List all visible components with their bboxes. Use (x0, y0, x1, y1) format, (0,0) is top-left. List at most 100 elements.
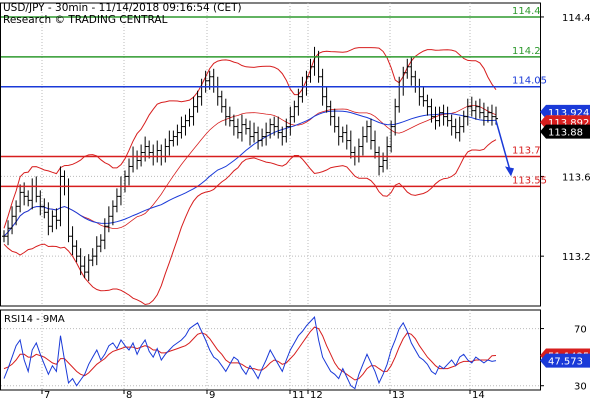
level-label: 113.55 (512, 175, 547, 186)
price-bar (34, 176, 39, 203)
price-bar (272, 116, 277, 136)
price-bar (26, 190, 31, 207)
price-bar (58, 166, 63, 227)
rsi-value-tag-shape (540, 353, 590, 368)
price-bar (252, 122, 257, 143)
price-bar (344, 124, 349, 150)
price-bar (308, 58, 313, 83)
price-bar (441, 104, 446, 126)
price-bar (195, 90, 200, 113)
price-bar (110, 200, 115, 226)
price-bar (409, 56, 414, 86)
price-bar (280, 126, 285, 146)
x-tick-label: 12 (310, 390, 323, 400)
level-label: 113.7 (512, 145, 541, 156)
price-bar (215, 76, 220, 106)
price-bar (413, 70, 418, 93)
moving-average-short (3, 105, 497, 237)
price-bar (2, 230, 6, 243)
price-bar (187, 108, 192, 127)
price-bar (131, 146, 136, 173)
price-bar (264, 122, 269, 146)
price-bar (248, 120, 252, 146)
price-bar (159, 144, 164, 166)
x-tick-label: 14 (472, 390, 485, 400)
price-tick-label: 113.2 (562, 252, 590, 263)
price-bar (239, 114, 244, 142)
price-bar (433, 106, 438, 130)
price-bar (465, 98, 470, 126)
x-tick-label: 13 (392, 390, 405, 400)
price-tag-label: 113.892 (548, 118, 589, 129)
price-bar (292, 100, 297, 123)
price-bar (211, 68, 216, 93)
price-bar (417, 78, 422, 106)
x-tick-label: 11 (292, 390, 305, 400)
price-bar (6, 220, 11, 246)
rsi-tick-label: 30 (574, 382, 587, 393)
price-bar (10, 206, 15, 235)
price-bar (90, 248, 95, 267)
price-bar (377, 146, 382, 176)
price-bar (171, 130, 176, 147)
price-bar (227, 106, 232, 127)
price-bar (260, 128, 265, 147)
price-bar (437, 106, 442, 127)
price-bar (139, 144, 144, 167)
price-bar (30, 178, 35, 210)
price-bar (284, 118, 289, 143)
x-tick-label: 7 (44, 390, 50, 400)
price-bar (82, 256, 87, 279)
rsi-tick-label: 70 (574, 325, 587, 336)
forecast-arrow-head (505, 166, 514, 177)
price-tag (540, 124, 590, 139)
price-bar (183, 114, 188, 136)
price-bar (373, 130, 378, 159)
price-bar (368, 118, 373, 150)
price-bar (243, 118, 248, 135)
price-bar (191, 96, 196, 126)
price-bar (489, 104, 494, 126)
price-bar (167, 130, 172, 156)
rsi-value-tag-label: 47.573 (548, 357, 583, 368)
moving-average-long (3, 110, 497, 237)
rsi-line (3, 316, 497, 390)
price-bar (143, 136, 148, 162)
price-bar (340, 126, 345, 143)
price-bar (336, 116, 341, 146)
price-bar (62, 170, 67, 196)
price-tick-label: 114.4 (562, 13, 590, 24)
price-bar (268, 118, 273, 139)
price-bar (453, 118, 458, 139)
price-tick-label: 113.6 (562, 172, 590, 183)
price-bar (481, 102, 486, 126)
bollinger-lower-band (3, 139, 497, 306)
price-bar (425, 94, 430, 116)
price-bar (356, 138, 361, 163)
price-bar (74, 240, 79, 263)
price-bar (127, 158, 132, 186)
price-bar (332, 108, 337, 133)
price-bar (135, 150, 140, 170)
price-panel-frame (0, 2, 541, 307)
price-bar (38, 190, 43, 216)
price-bar (401, 66, 406, 96)
price-bar (300, 76, 305, 103)
price-bar (473, 100, 478, 120)
level-label: 114.4 (512, 6, 541, 17)
price-bar (86, 254, 91, 282)
price-bar (276, 116, 281, 139)
price-bar (42, 198, 47, 219)
price-bar (324, 86, 329, 113)
price-bar (235, 118, 240, 139)
price-bar (364, 120, 369, 143)
price-bar (54, 208, 59, 230)
price-bar (445, 106, 450, 127)
x-tick-label: 8 (126, 390, 132, 400)
price-bar (256, 126, 261, 150)
price-bar (381, 152, 386, 173)
chart-header-credit: Research © TRADING CENTRAL (3, 14, 168, 26)
price-bar (94, 236, 99, 266)
price-bar (469, 96, 474, 117)
